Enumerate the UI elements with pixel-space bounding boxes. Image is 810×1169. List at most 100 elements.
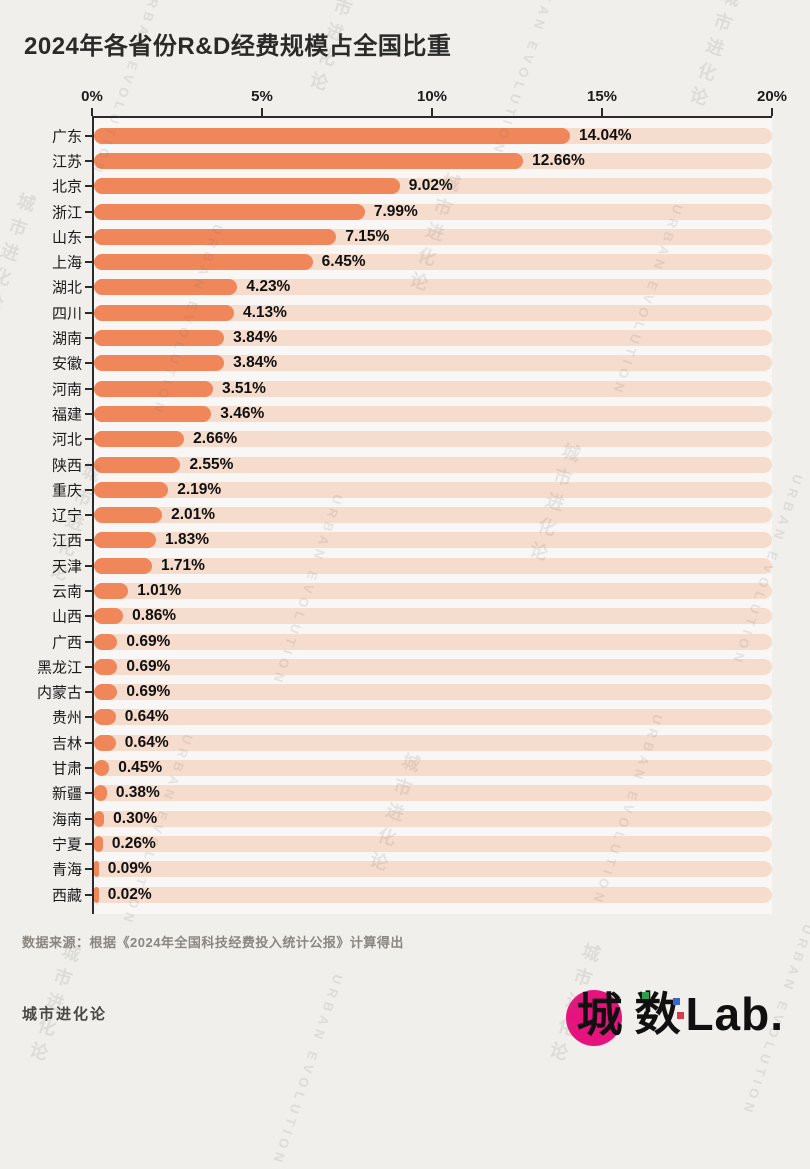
value-label: 7.15% [345,227,390,245]
bar-track [94,760,772,777]
bar [94,127,570,144]
value-label: 2.01% [171,506,216,524]
bar [94,330,225,347]
category-label: 山西 [51,608,82,626]
bar-track [94,785,772,802]
category-label: 宁夏 [51,836,82,854]
value-label: 0.09% [107,860,152,878]
x-tick-label: 15% [586,88,618,105]
bar-track [94,456,772,473]
bar-row: 黑龙江 0.69% [37,654,772,679]
bar-track [94,532,772,549]
value-label: 0.30% [113,809,158,827]
x-tick-label: 0% [81,88,103,105]
x-tick-mark [431,108,433,116]
bar-row: 贵州 0.64% [52,705,772,730]
bar-row: 江苏 12.66% [52,148,772,173]
category-label: 内蒙古 [36,684,82,702]
value-label: 1.71% [160,556,205,574]
bar [94,835,103,852]
value-label: 0.69% [126,657,171,675]
bar-row: 重庆 2.19% [52,477,772,502]
category-label: 新疆 [51,785,82,803]
bar-row: 湖南 3.84% [52,325,772,350]
bar-row: 四川 4.13% [52,300,772,325]
bar-row: 陕西 2.55% [52,452,772,477]
bar-row: 广东 14.04% [52,123,772,148]
y-tick-mark [85,792,92,795]
bar-track [94,633,772,650]
x-tick-mark [261,108,263,116]
category-label: 上海 [51,254,82,272]
logo-cheng-block: 城 [566,982,632,1046]
y-tick-mark [85,893,92,896]
bar-row: 山西 0.86% [52,604,772,629]
bar-chart: 0% 5% 10% 15% 20% 广东 14.04% 江苏 12.66% 北京 9.02% 浙江 7… [37,78,787,915]
bar-track [94,355,772,372]
y-tick-mark [85,842,92,845]
bar [94,532,157,549]
category-label: 黑龙江 [36,659,82,677]
category-label: 湖南 [51,330,82,348]
y-tick-mark [85,235,92,238]
logo-text-lab: Lab. [685,988,784,1040]
y-tick-mark [85,691,92,694]
bar [94,709,116,726]
bar [94,481,169,498]
value-label: 2.19% [177,480,222,498]
value-label: 0.26% [111,834,156,852]
y-tick-mark [85,665,92,668]
bar [94,304,234,321]
bar-row: 北京 9.02% [52,174,772,199]
bar-track [94,507,772,524]
bar [94,507,163,524]
bar-track [94,557,772,574]
value-label: 0.69% [126,683,171,701]
x-tick-mark [771,108,773,116]
category-label: 陕西 [51,457,82,474]
bar-row: 青海 0.09% [52,857,772,882]
category-label: 山东 [51,229,82,247]
bar [94,228,337,245]
category-label: 江西 [51,532,82,550]
bar [94,886,99,903]
y-tick-mark [85,716,92,719]
bar-row: 河北 2.66% [52,427,772,452]
bar-track [94,405,772,422]
value-label: 3.84% [233,354,278,372]
y-tick-mark [85,767,92,770]
y-tick-mark [85,210,92,213]
data-source: 数据来源：根据《2024年全国科技经费投入统计公报》计算得出 [22,935,404,950]
bar-row: 江西 1.83% [52,528,772,553]
bar-track [94,861,772,878]
bar-track [94,431,772,448]
y-tick-mark [85,185,92,188]
bar-rows: 广东 14.04% 江苏 12.66% 北京 9.02% 浙江 7.99% 山东 7.15% 上海 6… [37,116,772,915]
y-tick-mark [85,159,92,162]
value-label: 3.51% [221,379,266,397]
logo-pink-circle [566,990,623,1046]
bar-track [94,330,772,347]
value-label: 2.66% [193,430,238,448]
logo-shu-block: 数 [634,982,685,1046]
bar-track [94,582,772,599]
y-tick-mark [85,868,92,871]
bar-row: 天津 1.71% [52,553,772,578]
y-tick-mark [85,615,92,618]
value-label: 7.99% [373,202,418,220]
y-tick-mark [85,539,92,542]
value-label: 3.84% [233,329,278,347]
bar-row: 广西 0.69% [52,629,772,654]
bar-track [94,279,772,296]
category-label: 贵州 [51,709,82,727]
bar [94,582,129,599]
value-label: 0.64% [124,733,169,751]
bar-row: 西藏 0.02% [52,882,772,907]
category-label: 吉林 [51,735,82,753]
x-tick-label: 10% [416,88,448,105]
bar-track [94,734,772,751]
category-label: 广西 [51,634,82,652]
logo-char-cheng: 城 [576,989,623,1041]
value-label: 0.38% [115,784,160,802]
bar [94,380,213,397]
